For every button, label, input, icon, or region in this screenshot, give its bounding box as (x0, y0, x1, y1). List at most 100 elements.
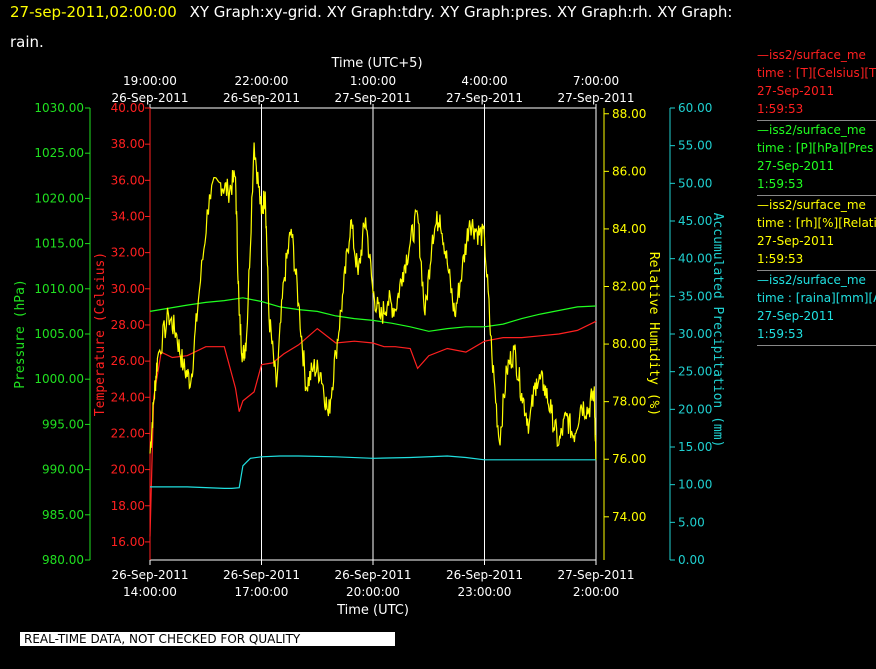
y-tick-label-rain: 40.00 (678, 252, 712, 266)
y-tick-label-pres: 1005.00 (34, 327, 84, 341)
x-tick-label-date: 26-Sep-2011 (446, 568, 523, 582)
y-tick-label-rain: 35.00 (678, 289, 712, 303)
y-tick-label-rh: 84.00 (612, 222, 646, 236)
legend-divider (757, 120, 876, 121)
y-tick-label-temp: 40.00 (111, 101, 145, 115)
y-tick-label-temp: 18.00 (111, 499, 145, 513)
y-tick-label-rh: 86.00 (612, 164, 646, 178)
y-tick-label-rain: 15.00 (678, 440, 712, 454)
legend-units: time : [P][hPa][Pres (757, 141, 874, 155)
y-tick-label-rain: 20.00 (678, 402, 712, 416)
y-tick-label-rain: 45.00 (678, 214, 712, 228)
legend-time: 1:59:53 (757, 102, 804, 116)
y-tick-label-temp: 20.00 (111, 463, 145, 477)
series-line-rain (150, 455, 596, 489)
top-x-tick-label-time: 7:00:00 (573, 74, 619, 88)
y-tick-label-rain: 60.00 (678, 101, 712, 115)
y-tick-label-pres: 1010.00 (34, 282, 84, 296)
y-tick-label-rain: 25.00 (678, 365, 712, 379)
y-tick-label-rh: 78.00 (612, 395, 646, 409)
y-axis-pres-label: Pressure (hPa) (13, 279, 28, 389)
y-tick-label-temp: 30.00 (111, 282, 145, 296)
legend-entry-precipitation: —iss2/surface_me time : [raina][mm][A 27… (757, 271, 876, 346)
y-tick-label-temp: 26.00 (111, 354, 145, 368)
y-tick-label-temp: 28.00 (111, 318, 145, 332)
y-axis-rain-label: Accumulated Precipitation (mm) (710, 213, 725, 448)
graph-title-text: XY Graph:xy-grid. XY Graph:tdry. XY Grap… (189, 3, 733, 21)
legend-line: —iss2/surface_me (757, 48, 866, 62)
legend-entry-humidity: —iss2/surface_me time : [rh][%][Relati 2… (757, 196, 876, 271)
y-tick-label-rh: 80.00 (612, 337, 646, 351)
legend-entry-temperature: —iss2/surface_me time : [T][Celsius][T 2… (757, 46, 876, 121)
y-tick-label-rh: 82.00 (612, 279, 646, 293)
series-legend: —iss2/surface_me time : [T][Celsius][T 2… (757, 46, 876, 346)
top-x-tick-label-time: 1:00:00 (350, 74, 396, 88)
x-tick-label-time: 2:00:00 (573, 585, 619, 599)
legend-time: 1:59:53 (757, 252, 804, 266)
y-tick-label-pres: 1025.00 (34, 146, 84, 160)
y-tick-label-rh: 88.00 (612, 107, 646, 121)
x-tick-label-time: 14:00:00 (123, 585, 177, 599)
y-tick-label-temp: 38.00 (111, 137, 145, 151)
y-tick-label-pres: 1030.00 (34, 101, 84, 115)
y-tick-label-pres: 985.00 (42, 508, 84, 522)
x-tick-label-date: 26-Sep-2011 (334, 568, 411, 582)
x-tick-label-date: 26-Sep-2011 (111, 568, 188, 582)
legend-units: time : [rh][%][Relati (757, 216, 876, 230)
top-x-tick-label-date: 26-Sep-2011 (111, 91, 188, 105)
top-x-tick-label-date: 26-Sep-2011 (223, 91, 300, 105)
graph-title-line-1: 27-sep-2011,02:00:00 XY Graph:xy-grid. X… (10, 3, 732, 21)
top-x-axis-label: Time (UTC+5) (330, 56, 422, 71)
top-x-tick-label-date: 27-Sep-2011 (334, 91, 411, 105)
y-tick-label-pres: 1000.00 (34, 372, 84, 386)
y-tick-label-pres: 995.00 (42, 417, 84, 431)
legend-divider (757, 270, 876, 271)
y-tick-label-rh: 76.00 (612, 452, 646, 466)
legend-divider (757, 345, 876, 346)
y-tick-label-rh: 74.00 (612, 510, 646, 524)
legend-line: —iss2/surface_me (757, 198, 866, 212)
y-tick-label-rain: 10.00 (678, 478, 712, 492)
x-axis-label: Time (UTC) (336, 603, 409, 618)
series-line-temp (149, 320, 597, 537)
y-axis-rh-label: Relative Humidity (%) (646, 252, 661, 416)
y-tick-label-temp: 36.00 (111, 173, 145, 187)
x-tick-label-date: 27-Sep-2011 (557, 568, 634, 582)
legend-date: 27-Sep-2011 (757, 309, 835, 323)
y-tick-label-rain: 5.00 (678, 515, 705, 529)
top-x-tick-label-date: 27-Sep-2011 (446, 91, 523, 105)
graph-title-line-2: rain. (10, 33, 44, 51)
y-axis-temp-label: Temperature (Celsius) (93, 252, 108, 416)
legend-date: 27-Sep-2011 (757, 84, 835, 98)
x-tick-label-time: 23:00:00 (458, 585, 512, 599)
x-tick-label-time: 17:00:00 (235, 585, 289, 599)
legend-line: —iss2/surface_me (757, 273, 866, 287)
top-x-tick-label-time: 22:00:00 (235, 74, 289, 88)
y-tick-label-temp: 34.00 (111, 209, 145, 223)
y-tick-label-rain: 50.00 (678, 176, 712, 190)
y-tick-label-temp: 32.00 (111, 246, 145, 260)
quality-warning-label: REAL-TIME DATA, NOT CHECKED FOR QUALITY (20, 632, 395, 646)
legend-entry-pressure: —iss2/surface_me time : [P][hPa][Pres 27… (757, 121, 876, 196)
series-line-rh (149, 142, 597, 461)
top-x-tick-label-date: 27-Sep-2011 (557, 91, 634, 105)
legend-time: 1:59:53 (757, 327, 804, 341)
top-x-tick-label-time: 19:00:00 (123, 74, 177, 88)
legend-divider (757, 195, 876, 196)
y-tick-label-pres: 1020.00 (34, 191, 84, 205)
legend-time: 1:59:53 (757, 177, 804, 191)
legend-line: —iss2/surface_me (757, 123, 866, 137)
legend-units: time : [T][Celsius][T (757, 66, 876, 80)
y-tick-label-temp: 22.00 (111, 426, 145, 440)
x-tick-label-date: 26-Sep-2011 (223, 568, 300, 582)
y-tick-label-rain: 55.00 (678, 139, 712, 153)
legend-units: time : [raina][mm][A (757, 291, 876, 305)
y-tick-label-pres: 980.00 (42, 553, 84, 567)
legend-date: 27-Sep-2011 (757, 234, 835, 248)
legend-date: 27-Sep-2011 (757, 159, 835, 173)
y-tick-label-temp: 16.00 (111, 535, 145, 549)
y-tick-label-temp: 24.00 (111, 390, 145, 404)
y-tick-label-rain: 30.00 (678, 327, 712, 341)
y-tick-label-rain: 0.00 (678, 553, 705, 567)
